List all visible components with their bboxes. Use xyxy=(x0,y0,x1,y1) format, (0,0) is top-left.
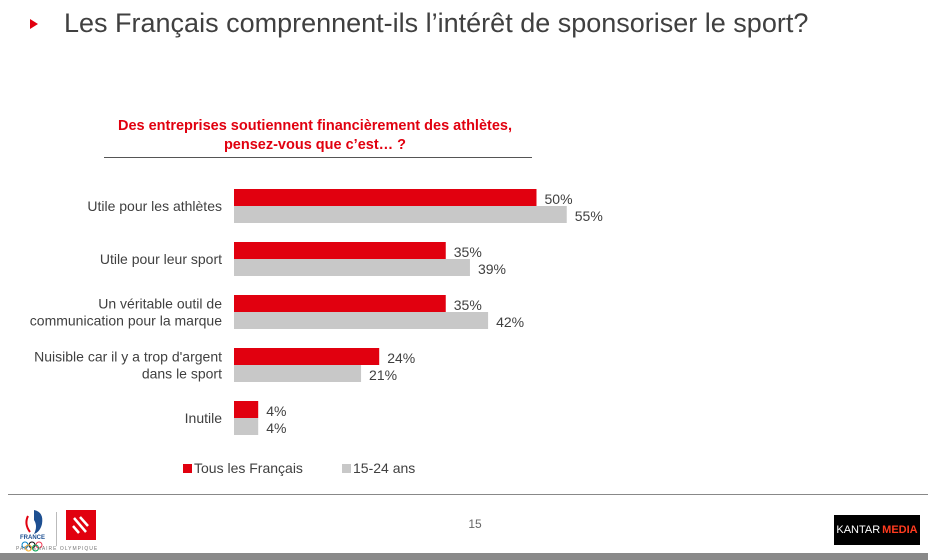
legend-swatch xyxy=(183,464,192,473)
category-label: Utile pour leur sport xyxy=(100,251,222,267)
legend-swatch xyxy=(342,464,351,473)
category-label: dans le sport xyxy=(142,366,222,382)
category-label: Nuisible car il y a trop d'argent xyxy=(34,349,222,365)
category-label: communication pour la marque xyxy=(30,313,222,329)
bar-15-24-ans xyxy=(234,418,259,435)
kantar-label: KANTAR xyxy=(836,524,881,536)
data-label: 4% xyxy=(266,403,286,419)
category-label: Un véritable outil de xyxy=(98,296,222,312)
bar-tous-les-francais xyxy=(234,242,446,259)
category-label: Inutile xyxy=(185,410,223,426)
title-underline xyxy=(104,157,532,158)
data-label: 21% xyxy=(369,367,397,383)
title-row: Les Français comprennent-ils l’intérêt d… xyxy=(30,8,808,39)
svg-text:FRANCE: FRANCE xyxy=(20,535,45,541)
bar-15-24-ans xyxy=(234,312,489,329)
data-label: 50% xyxy=(545,191,573,207)
data-label: 55% xyxy=(575,208,603,224)
caisse-epargne-logo xyxy=(66,510,96,540)
bullet-icon xyxy=(30,18,38,29)
data-label: 35% xyxy=(454,244,482,260)
data-label: 39% xyxy=(478,261,506,277)
data-label: 35% xyxy=(454,297,482,313)
page-number: 15 xyxy=(468,517,482,531)
bottom-bar xyxy=(0,553,928,560)
partner-text: PARTENAIRE OLYMPIQUE xyxy=(16,546,99,552)
bar-15-24-ans xyxy=(234,259,470,276)
legend-label: Tous les Français xyxy=(194,460,303,476)
page-title: Les Français comprennent-ils l’intérêt d… xyxy=(64,8,809,38)
bar-tous-les-francais xyxy=(234,189,537,206)
logo-separator xyxy=(56,512,57,546)
data-label: 42% xyxy=(496,314,524,330)
bar-15-24-ans xyxy=(234,365,362,382)
bar-chart: Utile pour les athlètes 50%55% Utile pour … xyxy=(30,189,603,476)
bar-tous-les-francais xyxy=(234,295,446,312)
category-label: Utile pour les athlètes xyxy=(87,198,222,214)
bar-tous-les-francais xyxy=(234,348,380,365)
chart-title: Des entreprises soutiennent financièreme… xyxy=(117,118,513,153)
kantar-media-label: MEDIA xyxy=(882,524,918,536)
bar-tous-les-francais xyxy=(234,401,259,418)
kantar-media-logo: KANTAR MEDIA xyxy=(834,515,920,545)
data-label: 4% xyxy=(266,420,286,436)
footer-divider xyxy=(8,494,928,495)
france-olympic-logo: FRANCE xyxy=(20,510,45,552)
legend-label: 15-24 ans xyxy=(353,460,415,476)
data-label: 24% xyxy=(387,350,415,366)
bar-15-24-ans xyxy=(234,206,567,223)
